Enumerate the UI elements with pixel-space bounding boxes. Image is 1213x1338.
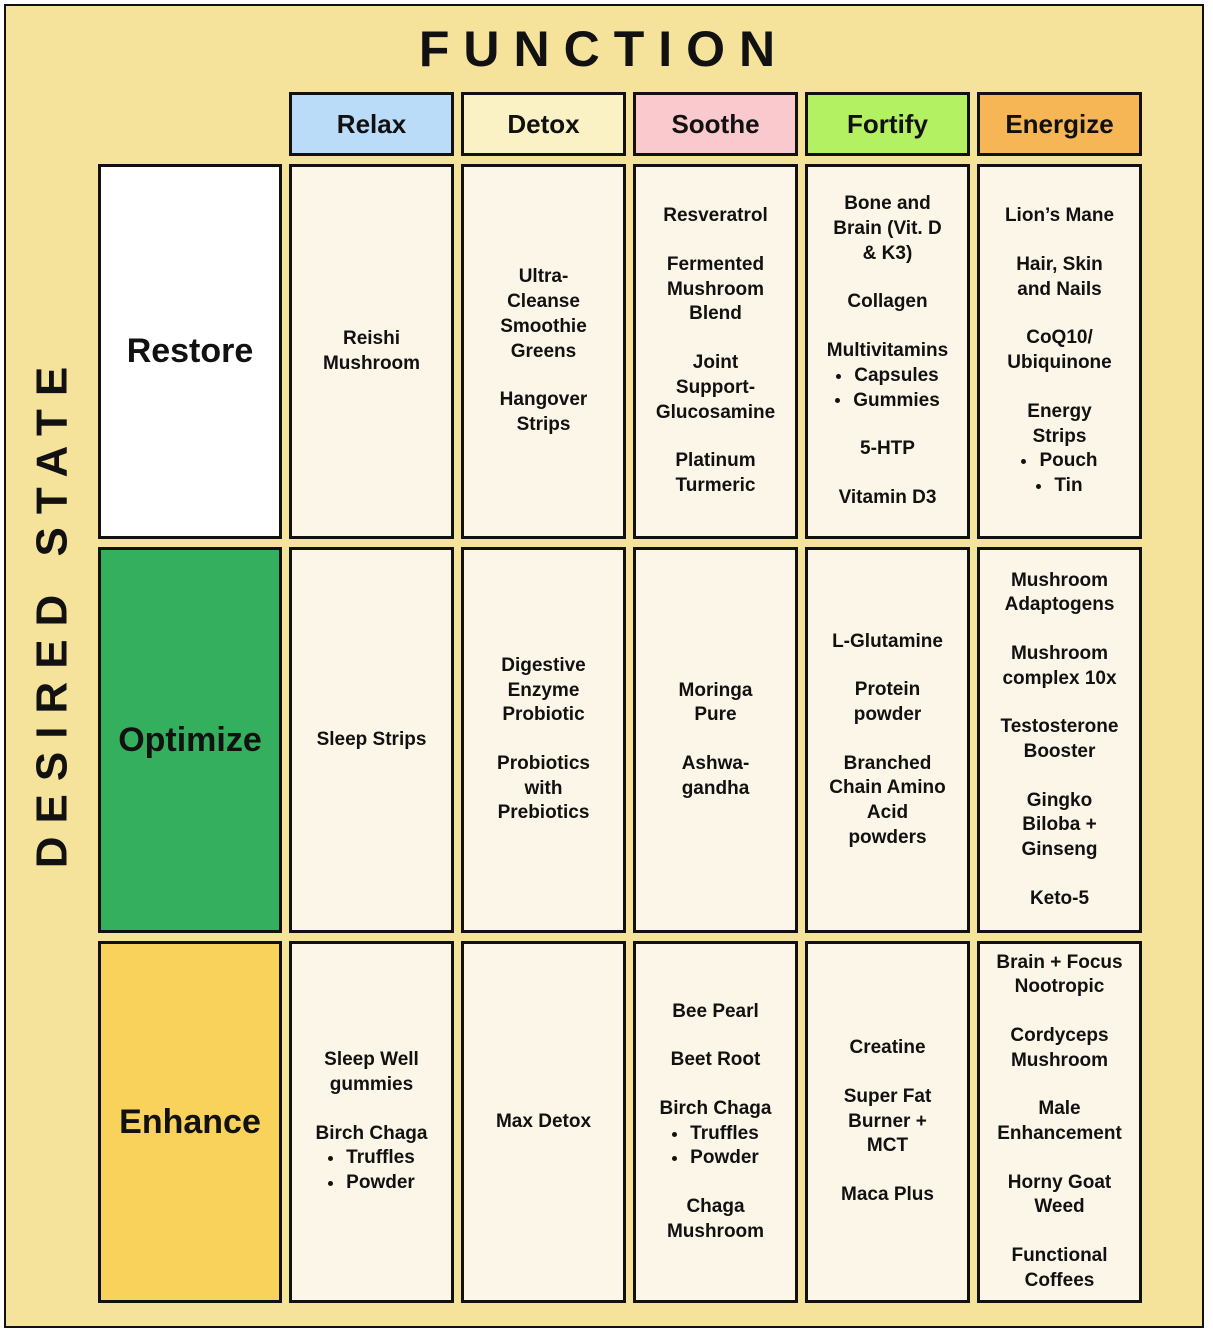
bullet-item: Powder (316, 1171, 428, 1196)
cell-item: Brain + Focus Nootropic (996, 951, 1123, 998)
bullet-dot (328, 1180, 334, 1186)
row-header-label: Optimize (118, 720, 262, 759)
cell-item: Chaga Mushroom (666, 1196, 765, 1242)
column-header-fortify: Fortify (805, 92, 970, 156)
cell-restore-soothe: Resveratrol Fermented Mushroom Blend Joi… (633, 164, 798, 539)
cell-item: Hair, Skin and Nails (1016, 254, 1103, 300)
row-header-restore: Restore (98, 164, 282, 539)
bullet-item: Pouch (1021, 449, 1098, 474)
column-header-soothe: Soothe (633, 92, 798, 156)
cell-item: Gingko Biloba + Ginseng (1021, 789, 1098, 861)
cell-item: Multivitamins Capsules Gummies (827, 339, 948, 413)
cell-item: Vitamin D3 (838, 486, 937, 508)
cell-item: Birch Chaga Truffles Powder (316, 1122, 428, 1196)
cell-item: Protein powder (853, 679, 922, 725)
cell-optimize-fortify: L-Glutamine Protein powder Branched Chai… (805, 547, 970, 933)
cell-item: Reishi Mushroom (322, 327, 421, 374)
cell-item: Energy Strips Pouch Tin (1021, 400, 1098, 499)
cell-item: Hangover Strips (499, 389, 588, 435)
cell-item: Lion’s Mane (1004, 205, 1115, 227)
cell-item: Creatine (849, 1037, 926, 1059)
cell-item: Birch Chaga Truffles Powder (660, 1097, 772, 1171)
cell-item: Max Detox (495, 1110, 592, 1132)
matrix-grid: Relax Detox Soothe Fortify Energize Rest… (98, 92, 1142, 1303)
cell-optimize-energize: Mushroom Adaptogens Mushroom complex 10x… (977, 547, 1142, 933)
cell-item: Resveratrol (663, 205, 768, 227)
cell-item: Bee Pearl (672, 1000, 759, 1022)
cell-item: Bone and Brain (Vit. D & K3) (833, 193, 942, 264)
bullet-dot (1021, 459, 1027, 465)
cell-restore-energize: Lion’s Mane Hair, Skin and Nails CoQ10/ … (977, 164, 1142, 539)
cell-item: Collagen (847, 291, 928, 313)
cell-item: Joint Support- Glucosamine (655, 352, 776, 423)
bullet-dot (672, 1156, 678, 1162)
cell-item: Maca Plus (841, 1184, 934, 1206)
cell-item: Beet Root (670, 1049, 761, 1071)
column-header-energize: Energize (977, 92, 1142, 156)
cell-item: 5-HTP (860, 438, 915, 460)
cell-item: Mushroom complex 10x (1002, 642, 1117, 689)
desired-state-axis-label: DESIRED STATE (14, 6, 90, 1216)
cell-enhance-energize: Brain + Focus Nootropic Cordyceps Mushro… (977, 941, 1142, 1303)
bullet-item: Truffles (316, 1146, 428, 1171)
cell-item: Testosterone Booster (1000, 716, 1119, 762)
cell-item: Ultra- Cleanse Smoothie Greens (500, 266, 587, 362)
cell-restore-fortify: Bone and Brain (Vit. D & K3) Collagen Mu… (805, 164, 970, 539)
cell-item: CoQ10/ Ubiquinone (1007, 327, 1112, 374)
cell-restore-detox: Ultra- Cleanse Smoothie Greens Hangover … (461, 164, 626, 539)
cell-item: Super Fat Burner + MCT (843, 1085, 932, 1157)
cell-item: Functional Coffees (1011, 1245, 1108, 1291)
cell-item: Male Enhancement (997, 1098, 1122, 1144)
bullet-item: Powder (660, 1146, 772, 1171)
column-header-label: Detox (507, 108, 580, 139)
bullet-item: Capsules (827, 364, 948, 389)
cell-optimize-detox: Digestive Enzyme Probiotic Probiotics wi… (461, 547, 626, 933)
matrix-panel: FUNCTION DESIRED STATE Relax Detox Sooth… (4, 4, 1204, 1328)
column-header-detox: Detox (461, 92, 626, 156)
cell-restore-relax: Reishi Mushroom (289, 164, 454, 539)
cell-item: Ashwa- gandha (681, 753, 750, 799)
cell-enhance-fortify: Creatine Super Fat Burner + MCT Maca Plu… (805, 941, 970, 1303)
function-axis-title: FUNCTION (418, 21, 790, 77)
cell-item: Mushroom Adaptogens (1004, 569, 1115, 616)
bullet-dot (328, 1156, 334, 1162)
cell-item: Horny Goat Weed (1007, 1171, 1112, 1218)
bullet-dot (835, 398, 841, 404)
column-header-label: Energize (1005, 108, 1114, 139)
cell-item: Digestive Enzyme Probiotic (501, 654, 586, 726)
cell-item: Fermented Mushroom Blend (666, 254, 765, 325)
cell-enhance-soothe: Bee Pearl Beet Root Birch Chaga Truffles… (633, 941, 798, 1303)
cell-optimize-relax: Sleep Strips (289, 547, 454, 933)
row-header-label: Restore (126, 332, 254, 370)
row-header-optimize: Optimize (98, 547, 282, 933)
cell-item: Sleep Well gummies (324, 1049, 419, 1095)
cell-item: Moringa Pure (678, 679, 753, 726)
row-header-label: Enhance (119, 1102, 261, 1141)
column-header-label: Soothe (671, 108, 760, 139)
cell-item: Probiotics with Prebiotics (497, 753, 590, 824)
grid-corner-spacer (98, 92, 282, 156)
cell-item: Sleep Strips (316, 728, 427, 750)
cell-optimize-soothe: Moringa Pure Ashwa- gandha (633, 547, 798, 933)
bullet-dot (836, 373, 842, 379)
cell-item: Cordyceps Mushroom (1010, 1024, 1109, 1071)
bullet-item: Tin (1021, 474, 1097, 499)
desired-state-axis-text: DESIRED STATE (27, 353, 77, 869)
cell-enhance-relax: Sleep Well gummies Birch Chaga Truffles … (289, 941, 454, 1303)
cell-enhance-detox: Max Detox (461, 941, 626, 1303)
bullet-dot (672, 1131, 678, 1137)
column-header-relax: Relax (289, 92, 454, 156)
bullet-dot (1036, 483, 1042, 489)
bullet-item: Truffles (660, 1122, 772, 1147)
row-header-enhance: Enhance (98, 941, 282, 1303)
cell-item: Keto-5 (1029, 887, 1090, 909)
cell-item: Platinum Turmeric (675, 450, 756, 496)
cell-item: L-Glutamine (832, 630, 943, 652)
column-header-label: Relax (336, 108, 407, 139)
cell-item: Branched Chain Amino Acid powders (829, 752, 946, 848)
column-header-label: Fortify (847, 108, 928, 139)
bullet-item: Gummies (827, 389, 948, 414)
